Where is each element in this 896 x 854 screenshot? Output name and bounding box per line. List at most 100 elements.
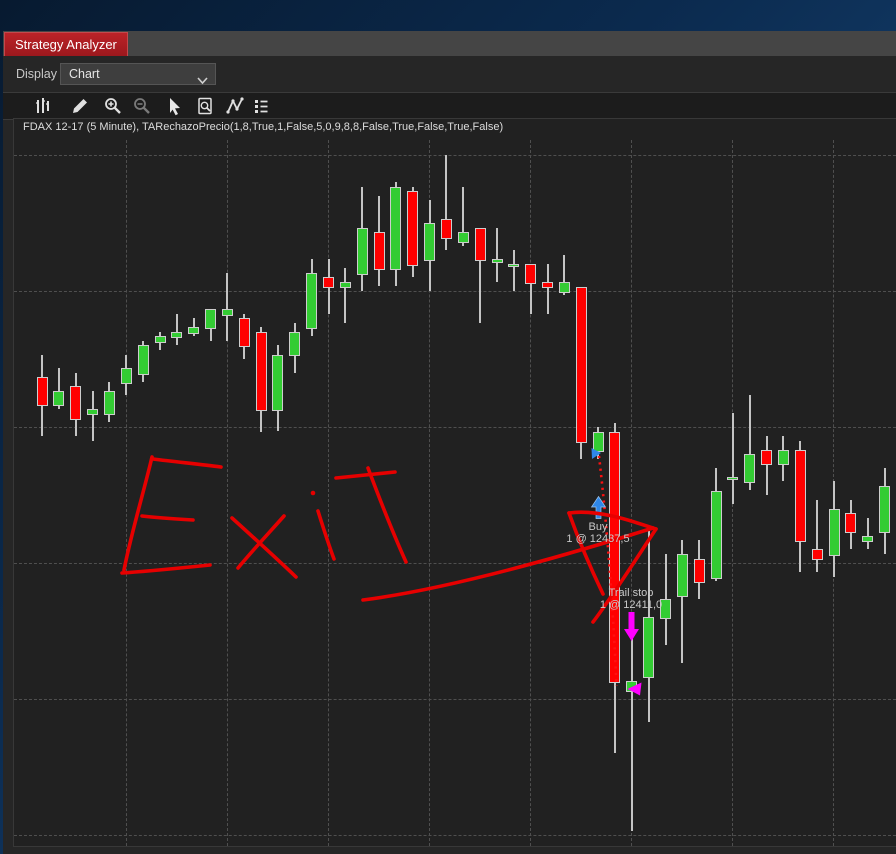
- candle-wick: [192, 318, 195, 337]
- candle-wick: [462, 186, 465, 246]
- candle: [457, 232, 469, 244]
- buy-marker-action: Buy: [588, 521, 608, 533]
- candle-wick: [563, 254, 566, 296]
- candle: [558, 281, 570, 293]
- candle: [592, 431, 604, 452]
- candle: [205, 309, 216, 330]
- candle-wick: [91, 390, 94, 441]
- candle: [87, 408, 99, 416]
- candle: [845, 513, 857, 534]
- candle: [323, 277, 334, 289]
- candle-wick: [529, 263, 532, 314]
- time-gridline: [328, 140, 329, 846]
- trail-stop-arrow-icon: [624, 612, 639, 641]
- price-gridline: [14, 699, 896, 700]
- display-row: Display Chart: [3, 56, 896, 92]
- exit-execution-marker: [627, 682, 642, 696]
- candle: [36, 377, 48, 407]
- cursor-icon[interactable]: [161, 95, 187, 117]
- exit-annotation-drawing[interactable]: [120, 455, 658, 624]
- zoom-in-icon[interactable]: [100, 95, 126, 117]
- candle: [221, 309, 233, 316]
- candle: [525, 263, 537, 284]
- candle: [693, 558, 705, 584]
- candle-wick: [175, 313, 178, 346]
- candle-wick: [630, 626, 633, 831]
- buy-marker-detail: 1 @ 12437,5: [566, 533, 630, 545]
- chart-toolbar: [3, 92, 896, 120]
- candle-wick: [445, 155, 448, 251]
- candle: [811, 549, 823, 561]
- candle: [440, 218, 452, 239]
- candle: [356, 227, 368, 275]
- candle: [407, 191, 419, 266]
- time-gridline: [631, 140, 632, 846]
- candle: [103, 390, 115, 416]
- time-gridline: [227, 140, 228, 846]
- candle: [609, 431, 621, 683]
- candle-wick: [496, 227, 498, 282]
- display-label: Display: [16, 67, 57, 81]
- trail-stop-action: Trail stop: [608, 587, 654, 599]
- candle: [120, 368, 132, 384]
- tab-label: Strategy Analyzer: [15, 37, 117, 52]
- candle: [424, 223, 436, 262]
- tab-strategy-analyzer[interactable]: Strategy Analyzer: [4, 32, 128, 56]
- price-gridline: [14, 563, 896, 564]
- chevron-down-icon: [197, 71, 208, 92]
- candle: [306, 272, 318, 330]
- price-gridline: [14, 291, 896, 292]
- candle-wick: [866, 517, 869, 550]
- candle: [154, 336, 166, 343]
- candle: [710, 490, 722, 579]
- chart-bars-icon[interactable]: [30, 95, 56, 117]
- candle-wick: [226, 272, 229, 341]
- candle: [575, 286, 587, 443]
- analyzer-report-icon[interactable]: [192, 95, 218, 117]
- time-gridline: [126, 140, 127, 846]
- price-gridline: [14, 155, 896, 156]
- candle: [390, 186, 402, 271]
- candle-wick: [748, 395, 751, 491]
- candle: [727, 476, 739, 481]
- candle: [879, 485, 890, 534]
- list-icon[interactable]: [248, 95, 274, 117]
- buy-marker-label: Buy 1 @ 12437,5: [566, 521, 629, 545]
- candle: [137, 345, 149, 375]
- candle: [272, 354, 284, 411]
- candle: [660, 599, 671, 620]
- candle-wick: [664, 553, 667, 645]
- candle: [744, 454, 756, 484]
- candle: [676, 553, 688, 597]
- zoom-out-icon[interactable]: [129, 95, 155, 117]
- trade-connection-line: [597, 455, 618, 687]
- candle: [171, 331, 183, 339]
- candle-wick: [681, 540, 684, 663]
- candle-wick: [344, 268, 347, 323]
- candle-wick: [731, 413, 734, 505]
- candle: [238, 318, 250, 348]
- candle-wick: [479, 227, 482, 323]
- candle: [508, 263, 520, 268]
- pencil-icon[interactable]: [67, 95, 93, 117]
- display-dropdown[interactable]: Chart: [60, 63, 216, 85]
- price-gridline: [14, 835, 896, 836]
- candle: [373, 232, 385, 271]
- candle: [761, 449, 773, 466]
- candle: [339, 281, 351, 289]
- candle: [777, 449, 789, 466]
- candle: [491, 259, 503, 263]
- candle: [643, 617, 655, 679]
- trail-stop-marker-label: Trail stop 1 @ 12411,0: [600, 587, 662, 611]
- chart-series-label: FDAX 12-17 (5 Minute), TARechazoPrecio(1…: [23, 121, 504, 133]
- zigzag-line-icon[interactable]: [222, 95, 248, 117]
- candle: [474, 227, 486, 262]
- entry-execution-marker: [591, 448, 601, 459]
- candle: [289, 331, 301, 357]
- candle: [70, 386, 82, 420]
- time-gridline: [429, 140, 430, 846]
- price-gridline: [14, 427, 896, 428]
- candle-wick: [816, 499, 819, 572]
